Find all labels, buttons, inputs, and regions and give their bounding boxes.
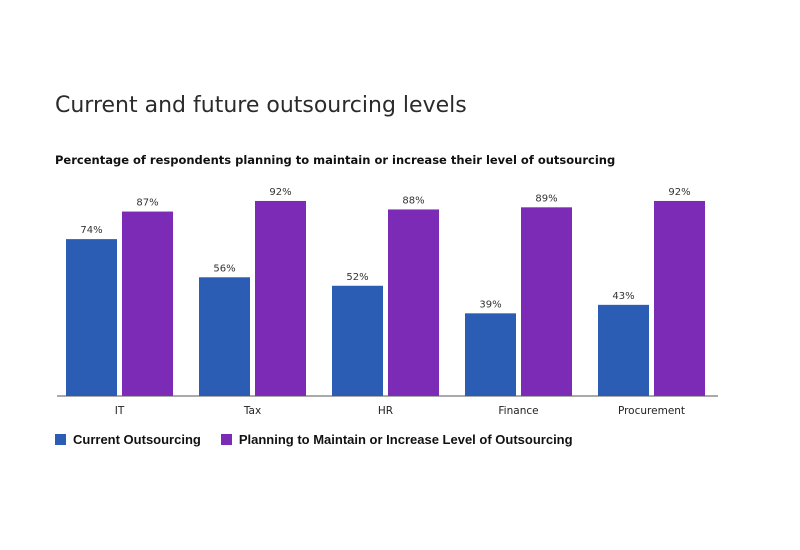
chart-title: Current and future outsourcing levels — [55, 93, 467, 118]
legend-label-planning: Planning to Maintain or Increase Level o… — [238, 432, 573, 447]
legend: Current Outsourcing Planning to Maintain… — [55, 432, 593, 447]
bar-planning-finance — [521, 207, 572, 396]
data-label-planning-finance: 89% — [535, 193, 557, 204]
legend-swatch-planning — [220, 434, 232, 445]
x-tick-label-hr: HR — [378, 405, 393, 417]
bar-current-hr — [332, 285, 383, 396]
data-label-planning-procurement: 92% — [668, 187, 690, 198]
bar-planning-tax — [255, 200, 306, 396]
x-tick-label-procurement: Procurement — [618, 405, 685, 417]
data-label-planning-hr: 88% — [402, 195, 424, 206]
bar-current-procurement — [598, 304, 649, 396]
bar-planning-hr — [388, 209, 439, 396]
data-label-current-procurement: 43% — [612, 291, 634, 302]
legend-item-planning: Planning to Maintain or Increase Level o… — [220, 432, 573, 447]
data-label-current-finance: 39% — [479, 299, 501, 310]
legend-label-current: Current Outsourcing — [73, 432, 201, 447]
bar-current-it — [66, 239, 117, 396]
bar-current-tax — [199, 277, 250, 396]
bar-current-finance — [465, 313, 516, 396]
data-label-current-hr: 52% — [346, 272, 368, 283]
bar-planning-it — [122, 211, 173, 396]
data-label-planning-it: 87% — [136, 198, 158, 209]
x-tick-label-finance: Finance — [498, 405, 538, 417]
labels-layer: 74% 87% IT 56% 92% Tax 52% 88% HR 39% 89% Finance 43… — [80, 187, 690, 417]
chart-subtitle: Percentage of respondents planning to ma… — [55, 153, 616, 167]
bar-planning-procurement — [654, 200, 705, 396]
bars-layer — [66, 200, 705, 396]
data-label-current-tax: 56% — [213, 263, 235, 274]
data-label-current-it: 74% — [80, 225, 102, 236]
x-tick-label-tax: Tax — [243, 405, 261, 417]
x-tick-label-it: IT — [115, 405, 125, 417]
legend-item-current: Current Outsourcing — [55, 432, 201, 447]
data-label-planning-tax: 92% — [269, 187, 291, 198]
legend-swatch-current — [55, 434, 66, 445]
